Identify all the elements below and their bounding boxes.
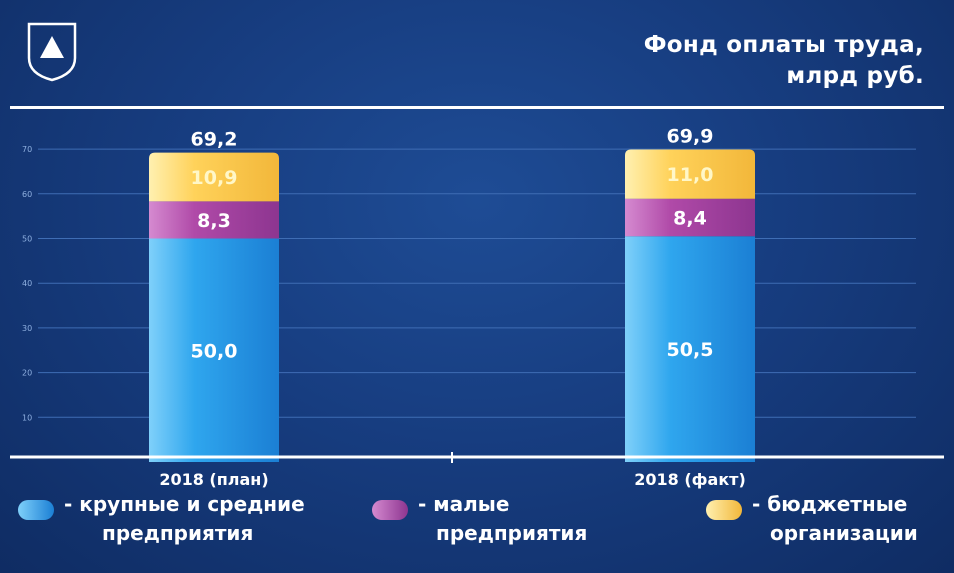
legend-swatch-yellow (706, 500, 742, 520)
legend-label: - малые предприятия (418, 490, 587, 548)
y-tick-label: 10 (22, 413, 32, 422)
legend-label-line2: организации (770, 521, 918, 545)
data-label: 8,4 (673, 207, 707, 229)
header-divider (10, 106, 944, 109)
legend-label-line1: - малые (418, 492, 510, 516)
legend-item-large-medium: - крупные и средние предприятия (18, 490, 305, 548)
total-label: 69,9 (667, 126, 714, 148)
data-label: 8,3 (197, 210, 231, 232)
data-label: 10,9 (191, 167, 238, 189)
chart-title: Фонд оплаты труда, млрд руб. (644, 30, 924, 92)
bar-segment (625, 236, 755, 462)
legend-label-line2: предприятия (436, 521, 588, 545)
bar-segment (149, 152, 279, 202)
bar-layer (149, 149, 755, 462)
legend-swatch-blue (18, 500, 54, 520)
y-tick-label: 70 (22, 145, 32, 154)
legend-label-line2: предприятия (102, 521, 254, 545)
label-layer: 50,0 8,3 10,9 69,2 2018 (план) 50,5 8,4 11,0 69,… (10, 126, 944, 489)
legend-label-line1: - бюджетные (752, 492, 908, 516)
data-label: 50,0 (191, 340, 238, 362)
total-label: 69,2 (191, 129, 238, 151)
bar-segment (149, 238, 279, 462)
legend-item-budget: - бюджетные организации (706, 490, 918, 548)
bar-segment (149, 201, 279, 239)
y-tick-label: 60 (22, 190, 32, 199)
legend: - крупные и средние предприятия - малые … (0, 490, 954, 573)
y-tick-label: 40 (22, 279, 32, 288)
chart-title-line2: млрд руб. (786, 63, 924, 89)
legend-label: - крупные и средние предприятия (64, 490, 305, 548)
x-category-label: 2018 (план) (159, 470, 268, 489)
data-label: 11,0 (667, 164, 714, 186)
data-label: 50,5 (667, 339, 714, 361)
y-tick-label: 20 (22, 369, 32, 378)
chart-title-line1: Фонд оплаты труда, (643, 32, 924, 58)
coat-of-arms-icon (27, 22, 77, 82)
y-tick-label: 50 (22, 235, 32, 244)
legend-label: - бюджетные организации (752, 490, 918, 548)
bar-segment (625, 198, 755, 237)
legend-label-line1: - крупные и средние (64, 492, 305, 516)
x-category-label: 2018 (факт) (634, 470, 746, 489)
bar-segment (625, 149, 755, 199)
y-tick-label: 30 (22, 324, 32, 333)
legend-swatch-purple (372, 500, 408, 520)
legend-item-small: - малые предприятия (372, 490, 587, 548)
